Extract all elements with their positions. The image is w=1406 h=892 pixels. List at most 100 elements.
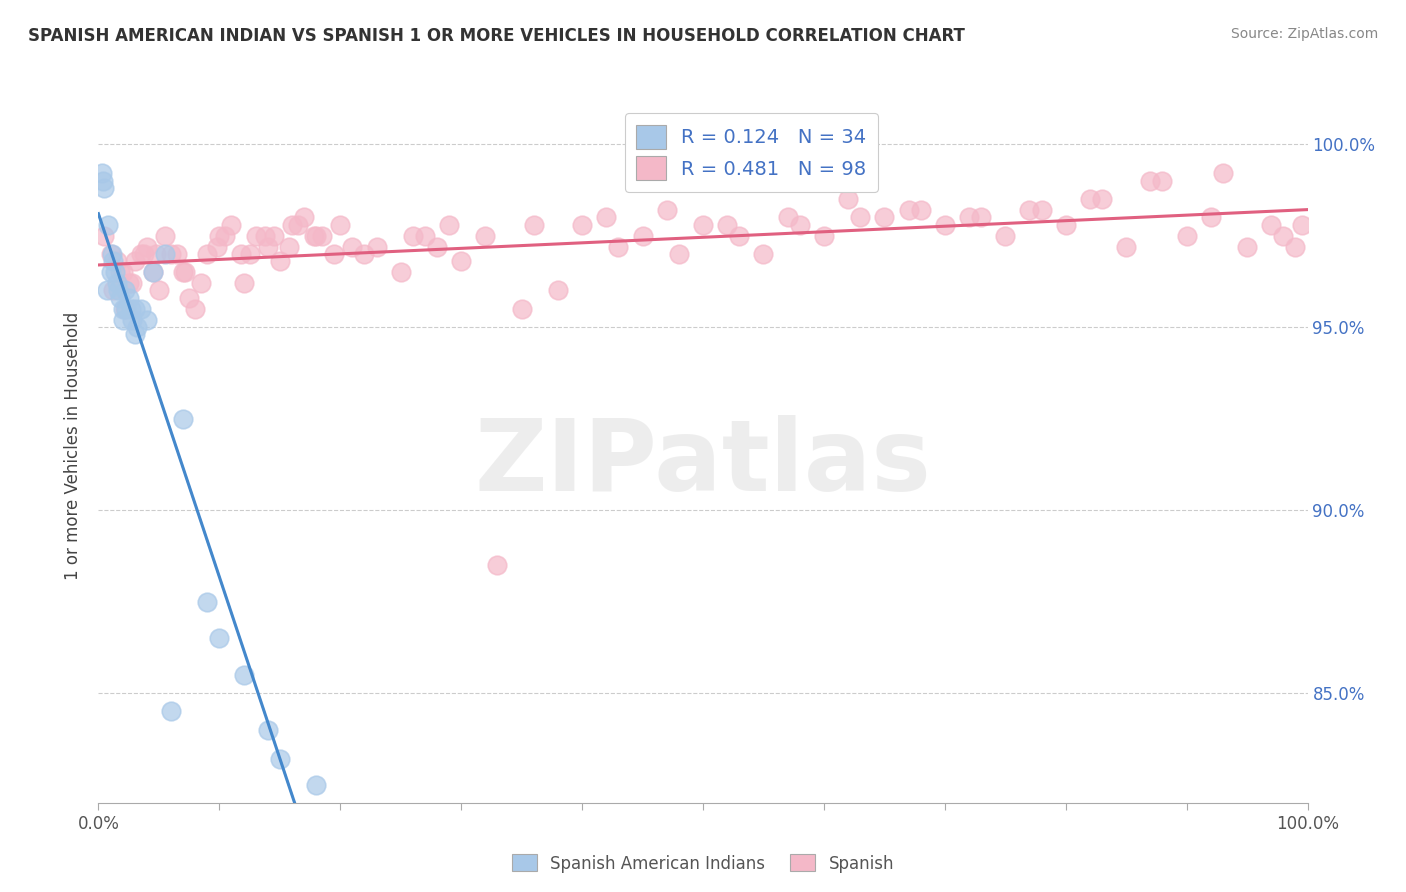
Point	[342, 239, 364, 253]
Point	[93, 228, 115, 243]
Text: ZIPatlas: ZIPatlas	[475, 416, 931, 512]
Point	[101, 254, 124, 268]
Point	[232, 667, 254, 681]
Point	[910, 202, 932, 217]
Text: SPANISH AMERICAN INDIAN VS SPANISH 1 OR MORE VEHICLES IN HOUSEHOLD CORRELATION C: SPANISH AMERICAN INDIAN VS SPANISH 1 OR …	[28, 27, 965, 45]
Point	[402, 228, 425, 243]
Point	[111, 265, 134, 279]
Point	[692, 218, 714, 232]
Point	[389, 265, 412, 279]
Point	[153, 228, 176, 243]
Point	[1272, 228, 1295, 243]
Point	[287, 218, 309, 232]
Point	[269, 254, 291, 268]
Point	[849, 211, 872, 225]
Point	[668, 247, 690, 261]
Point	[142, 265, 165, 279]
Point	[970, 211, 993, 225]
Point	[329, 218, 352, 232]
Point	[145, 247, 167, 261]
Y-axis label: 1 or more Vehicles in Household: 1 or more Vehicles in Household	[65, 312, 83, 580]
Point	[1091, 192, 1114, 206]
Point	[221, 218, 243, 232]
Point	[134, 247, 156, 261]
Point	[256, 723, 278, 737]
Point	[1115, 239, 1137, 253]
Point	[124, 254, 146, 268]
Point	[111, 301, 134, 316]
Point	[120, 301, 142, 316]
Point	[105, 276, 128, 290]
Point	[437, 218, 460, 232]
Point	[1139, 174, 1161, 188]
Point	[160, 247, 183, 261]
Point	[1175, 228, 1198, 243]
Point	[97, 218, 120, 232]
Point	[281, 218, 304, 232]
Point	[153, 247, 176, 261]
Point	[510, 301, 533, 316]
Point	[118, 291, 141, 305]
Point	[595, 211, 617, 225]
Point	[101, 284, 124, 298]
Point	[127, 320, 149, 334]
Point	[957, 211, 980, 225]
Point	[172, 265, 194, 279]
Point	[1152, 174, 1174, 188]
Point	[366, 239, 388, 253]
Point	[571, 218, 593, 232]
Legend: R = 0.124   N = 34, R = 0.481   N = 98: R = 0.124 N = 34, R = 0.481 N = 98	[624, 113, 877, 192]
Point	[160, 704, 183, 718]
Point	[118, 276, 141, 290]
Point	[1078, 192, 1101, 206]
Point	[195, 247, 218, 261]
Point	[278, 239, 301, 253]
Point	[208, 631, 231, 645]
Point	[305, 228, 328, 243]
Point	[124, 327, 146, 342]
Legend: Spanish American Indians, Spanish: Spanish American Indians, Spanish	[505, 847, 901, 880]
Point	[426, 239, 449, 253]
Point	[1291, 218, 1313, 232]
Point	[631, 228, 654, 243]
Point	[214, 228, 236, 243]
Point	[108, 265, 131, 279]
Point	[93, 181, 115, 195]
Point	[776, 211, 799, 225]
Point	[1031, 202, 1053, 217]
Point	[994, 228, 1017, 243]
Point	[323, 247, 346, 261]
Point	[256, 239, 278, 253]
Point	[114, 301, 136, 316]
Point	[129, 247, 152, 261]
Point	[752, 247, 775, 261]
Point	[100, 247, 122, 261]
Point	[716, 218, 738, 232]
Point	[190, 276, 212, 290]
Point	[195, 594, 218, 608]
Point	[232, 276, 254, 290]
Point	[135, 312, 157, 326]
Point	[302, 228, 325, 243]
Point	[111, 312, 134, 326]
Point	[100, 247, 122, 261]
Point	[1260, 218, 1282, 232]
Point	[1236, 239, 1258, 253]
Point	[934, 218, 956, 232]
Point	[305, 777, 328, 791]
Point	[91, 166, 114, 180]
Point	[1018, 202, 1040, 217]
Point	[269, 752, 291, 766]
Point	[208, 228, 231, 243]
Point	[655, 202, 678, 217]
Point	[91, 174, 114, 188]
Point	[263, 228, 285, 243]
Point	[486, 558, 509, 572]
Point	[166, 247, 188, 261]
Point	[121, 312, 143, 326]
Point	[142, 265, 165, 279]
Point	[813, 228, 835, 243]
Point	[1054, 218, 1077, 232]
Point	[897, 202, 920, 217]
Point	[108, 291, 131, 305]
